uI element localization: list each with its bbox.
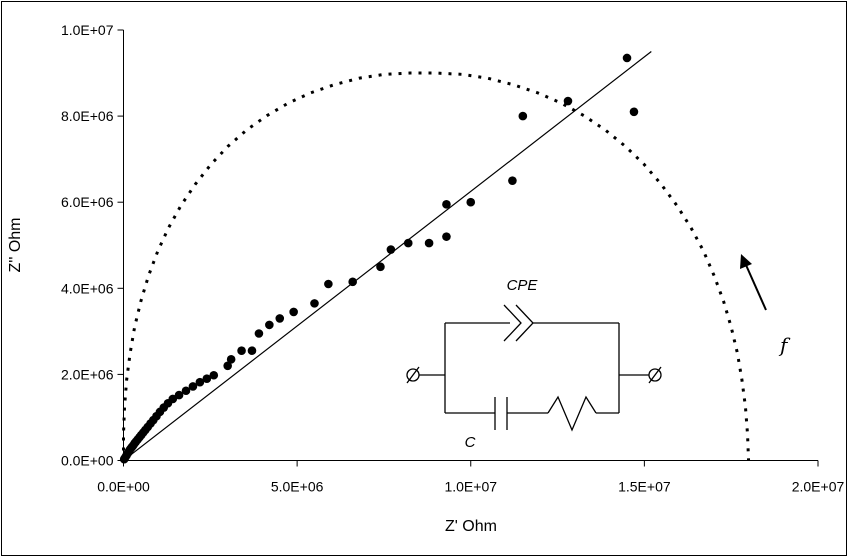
data-point [310,299,319,308]
y-axis-title: Z'' Ohm [7,218,24,273]
data-points [119,53,639,464]
data-point [622,53,632,63]
data-point [188,382,198,391]
data-point [168,394,178,404]
y-tick-label: 1.0E+07 [61,22,114,38]
data-point [202,374,212,384]
x-tick-label: 1.0E+07 [444,479,497,495]
data-point [275,314,285,323]
data-point [376,262,385,272]
data-point [518,111,528,121]
cpe-element [503,304,522,342]
data-point [442,232,451,241]
data-point [424,238,434,248]
y-tick-label: 8.0E+06 [61,108,114,124]
x-axis-ticks: 0.0E+00 5.0E+06 1.0E+07 1.5E+07 2.0E+07 [97,460,845,495]
cpe-label: CPE [507,277,539,294]
y-tick-label: 4.0E+06 [61,280,114,296]
resistor-zigzag [547,395,597,432]
fit-line [123,51,652,461]
c-label: C [465,434,476,451]
data-point [289,307,298,317]
data-point [254,329,264,338]
data-point [466,197,476,207]
dashed-semicircle-line [122,71,751,461]
frequency-arrow [740,254,767,311]
data-point [403,238,413,248]
x-tick-label: 2.0E+07 [792,479,845,495]
data-point [629,107,639,117]
y-tick-label: 0.0E+00 [61,453,114,469]
data-point [247,346,257,356]
data-point [237,346,246,356]
data-point [508,176,517,185]
data-point [209,370,219,380]
x-tick-label: 1.5E+07 [618,479,671,495]
data-point [324,279,333,289]
data-point [226,355,236,364]
data-point [195,377,205,387]
data-point [442,200,451,209]
y-tick-label: 6.0E+06 [61,194,114,210]
x-tick-label: 5.0E+06 [271,479,324,495]
data-point [563,96,573,106]
data-point [348,277,357,287]
y-axis-ticks: 0.0E+00 2.0E+06 4.0E+06 6.0E+06 8.0E+06 1.0E+… [61,22,124,469]
x-axis-title: Z' Ohm [445,518,497,535]
data-point [181,386,191,396]
data-point [174,390,184,400]
data-point [265,320,274,330]
x-tick-label: 0.0E+00 [97,479,150,495]
y-tick-label: 2.0E+06 [61,366,114,382]
equivalent-circuit [406,304,662,432]
data-point [223,361,232,371]
right-terminal [648,368,662,382]
data-point [386,245,396,254]
